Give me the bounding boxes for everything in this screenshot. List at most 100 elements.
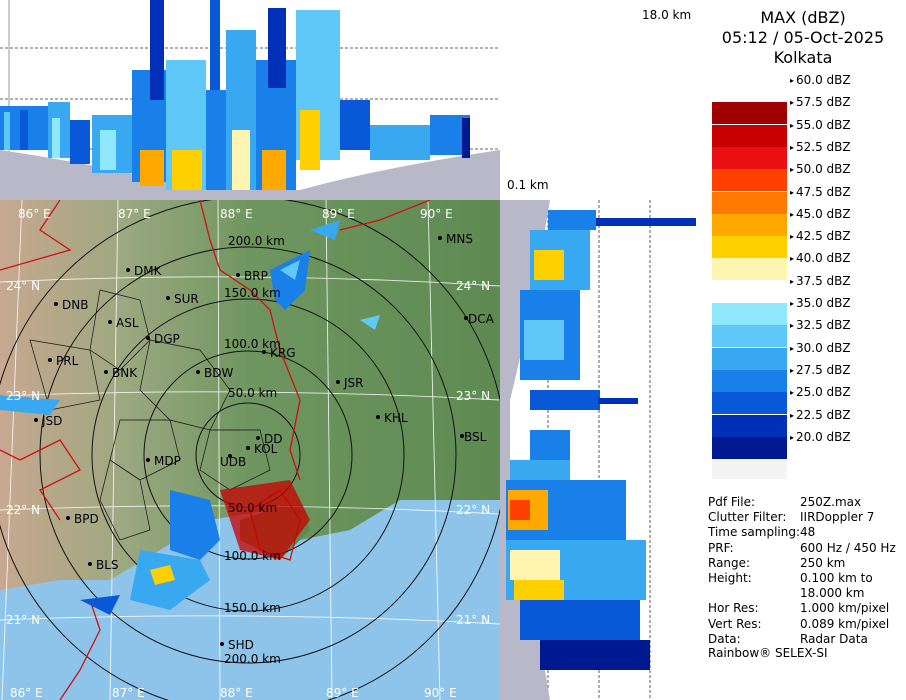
- city-label: BRP: [244, 269, 268, 283]
- city-label: DMK: [134, 264, 163, 278]
- info-row: 18.000 km: [708, 586, 906, 601]
- city-marker-sur: SUR: [166, 292, 199, 306]
- info-key: Time sampling:: [708, 525, 801, 540]
- city-label: PRL: [56, 354, 79, 368]
- scale-swatch: [712, 303, 787, 325]
- city-dot: [220, 642, 224, 646]
- scale-swatch: [712, 169, 787, 192]
- city-dot: [262, 350, 266, 354]
- city-markers: MNS DMK BRP DNB SUR ASL DGP DCA KRG PRL BNK BDW JSR K…: [34, 232, 495, 652]
- info-value: IIRDoppler 7: [800, 510, 875, 525]
- city-label: SUR: [174, 292, 199, 306]
- scale-step: 30.0 dBZ: [712, 341, 892, 370]
- city-label: JSR: [343, 376, 364, 390]
- range-rings: [0, 200, 500, 700]
- city-marker-kol: KOL: [246, 442, 278, 456]
- lat-label-23-left: 23° N: [6, 389, 40, 403]
- city-dot: [88, 562, 92, 566]
- city-marker-jsd: JSD: [34, 414, 62, 428]
- scale-step: 25.0 dBZ: [712, 385, 892, 415]
- city-marker-shd: SHD: [220, 638, 254, 652]
- city-marker-prl: PRL: [48, 354, 79, 368]
- scale-step: 37.5 dBZ: [712, 274, 892, 303]
- scale-label: 37.5 dBZ: [790, 274, 851, 288]
- station-name: Kolkata: [773, 48, 833, 67]
- lon-label-86-bottom: 86° E: [10, 686, 43, 700]
- info-value: 48: [800, 525, 816, 540]
- scale-label: 27.5 dBZ: [790, 363, 851, 377]
- scale-swatch: [712, 124, 787, 147]
- info-value: 250Z.max: [800, 495, 862, 509]
- scale-step: 57.5 dBZ: [712, 95, 892, 125]
- lon-label-87-bottom: 87° E: [112, 686, 145, 700]
- info-value: 0.089 km/pixel: [800, 616, 890, 631]
- scale-swatch: [712, 102, 787, 125]
- city-label: SHD: [228, 638, 254, 652]
- product-header: MAX (dBZ) 05:12 / 05-Oct-2025 Kolkata: [700, 8, 906, 68]
- scale-label: 30.0 dBZ: [790, 341, 851, 355]
- info-row: Height: 0.100 km to: [708, 571, 906, 586]
- scale-swatch: [712, 459, 787, 480]
- city-label: KOL: [254, 442, 278, 456]
- scale-swatch: [712, 191, 787, 214]
- city-dot: [48, 358, 52, 362]
- city-dot: [460, 434, 464, 438]
- reflectivity-echoes: [0, 220, 380, 615]
- info-value: 250 km: [800, 555, 846, 570]
- north-south-height-profile: [0, 0, 500, 200]
- lon-label-88-top: 88° E: [220, 207, 253, 221]
- range-label-200: 200.0 km: [228, 234, 285, 248]
- city-label: KRG: [270, 346, 296, 360]
- range-label-south-200: 200.0 km: [224, 652, 281, 666]
- scale-label: 32.5 dBZ: [790, 318, 851, 332]
- scale-label: 45.0 dBZ: [790, 207, 851, 221]
- city-marker-bpd: BPD: [66, 512, 99, 526]
- city-label: KHL: [384, 411, 408, 425]
- side-profile-height-label: 0.1 km: [507, 178, 549, 192]
- info-key: Pdf File:: [708, 495, 756, 509]
- scale-swatch: [712, 146, 787, 169]
- scale-swatch: [712, 236, 787, 259]
- scale-label: 60.0 dBZ: [790, 73, 851, 87]
- city-marker-dgp: DGP: [146, 332, 180, 346]
- city-label: DGP: [154, 332, 180, 346]
- city-label: JSD: [41, 414, 62, 428]
- info-key: Data:: [708, 631, 741, 646]
- scale-step: 50.0 dBZ: [712, 162, 892, 192]
- scale-swatch: [712, 280, 787, 303]
- scale-step: 22.5 dBZ: [712, 408, 892, 437]
- info-key: Range:: [708, 555, 751, 570]
- info-value: 18.000 km: [800, 586, 865, 601]
- city-marker-bnk: BNK: [104, 366, 138, 380]
- info-value: 600 Hz / 450 Hz: [800, 540, 896, 555]
- scale-label: 25.0 dBZ: [790, 385, 851, 399]
- scale-label: 55.0 dBZ: [790, 118, 851, 132]
- scale-step: 52.5 dBZ: [712, 140, 892, 169]
- city-label: BLS: [96, 558, 119, 572]
- radar-info-panel: Pdf File: 250Z.max Clutter Filter: IIRDoppl…: [708, 495, 906, 647]
- city-marker-brp: BRP: [236, 269, 268, 283]
- district-boundaries: [29, 289, 271, 541]
- info-row: Time sampling: 48: [708, 525, 906, 540]
- scale-label: 57.5 dBZ: [790, 95, 851, 109]
- city-dot: [146, 458, 150, 462]
- city-dot: [146, 336, 150, 340]
- lon-label-89-bottom: 89° E: [326, 686, 359, 700]
- city-marker-mns: MNS: [438, 232, 473, 246]
- scale-label: 42.5 dBZ: [790, 229, 851, 243]
- range-label-100: 100.0 km: [224, 337, 281, 351]
- scale-step: 42.5 dBZ: [712, 229, 892, 259]
- scale-label: 20.0 dBZ: [790, 430, 851, 444]
- city-dot: [54, 302, 58, 306]
- range-label-50: 50.0 km: [228, 386, 277, 400]
- lat-label-23-right: 23° N: [456, 389, 490, 403]
- city-marker-krg: KRG: [262, 346, 296, 360]
- scale-step: 60.0 dBZ: [712, 73, 892, 102]
- top-profile-height-label: 18.0 km: [642, 8, 692, 22]
- city-dot: [196, 370, 200, 374]
- city-dot: [256, 436, 260, 440]
- bay-of-bengal: [0, 500, 500, 700]
- lat-label-22-right: 22° N: [456, 503, 490, 517]
- lon-label-87-top: 87° E: [118, 207, 151, 221]
- info-row: Pdf File: 250Z.max: [708, 495, 906, 510]
